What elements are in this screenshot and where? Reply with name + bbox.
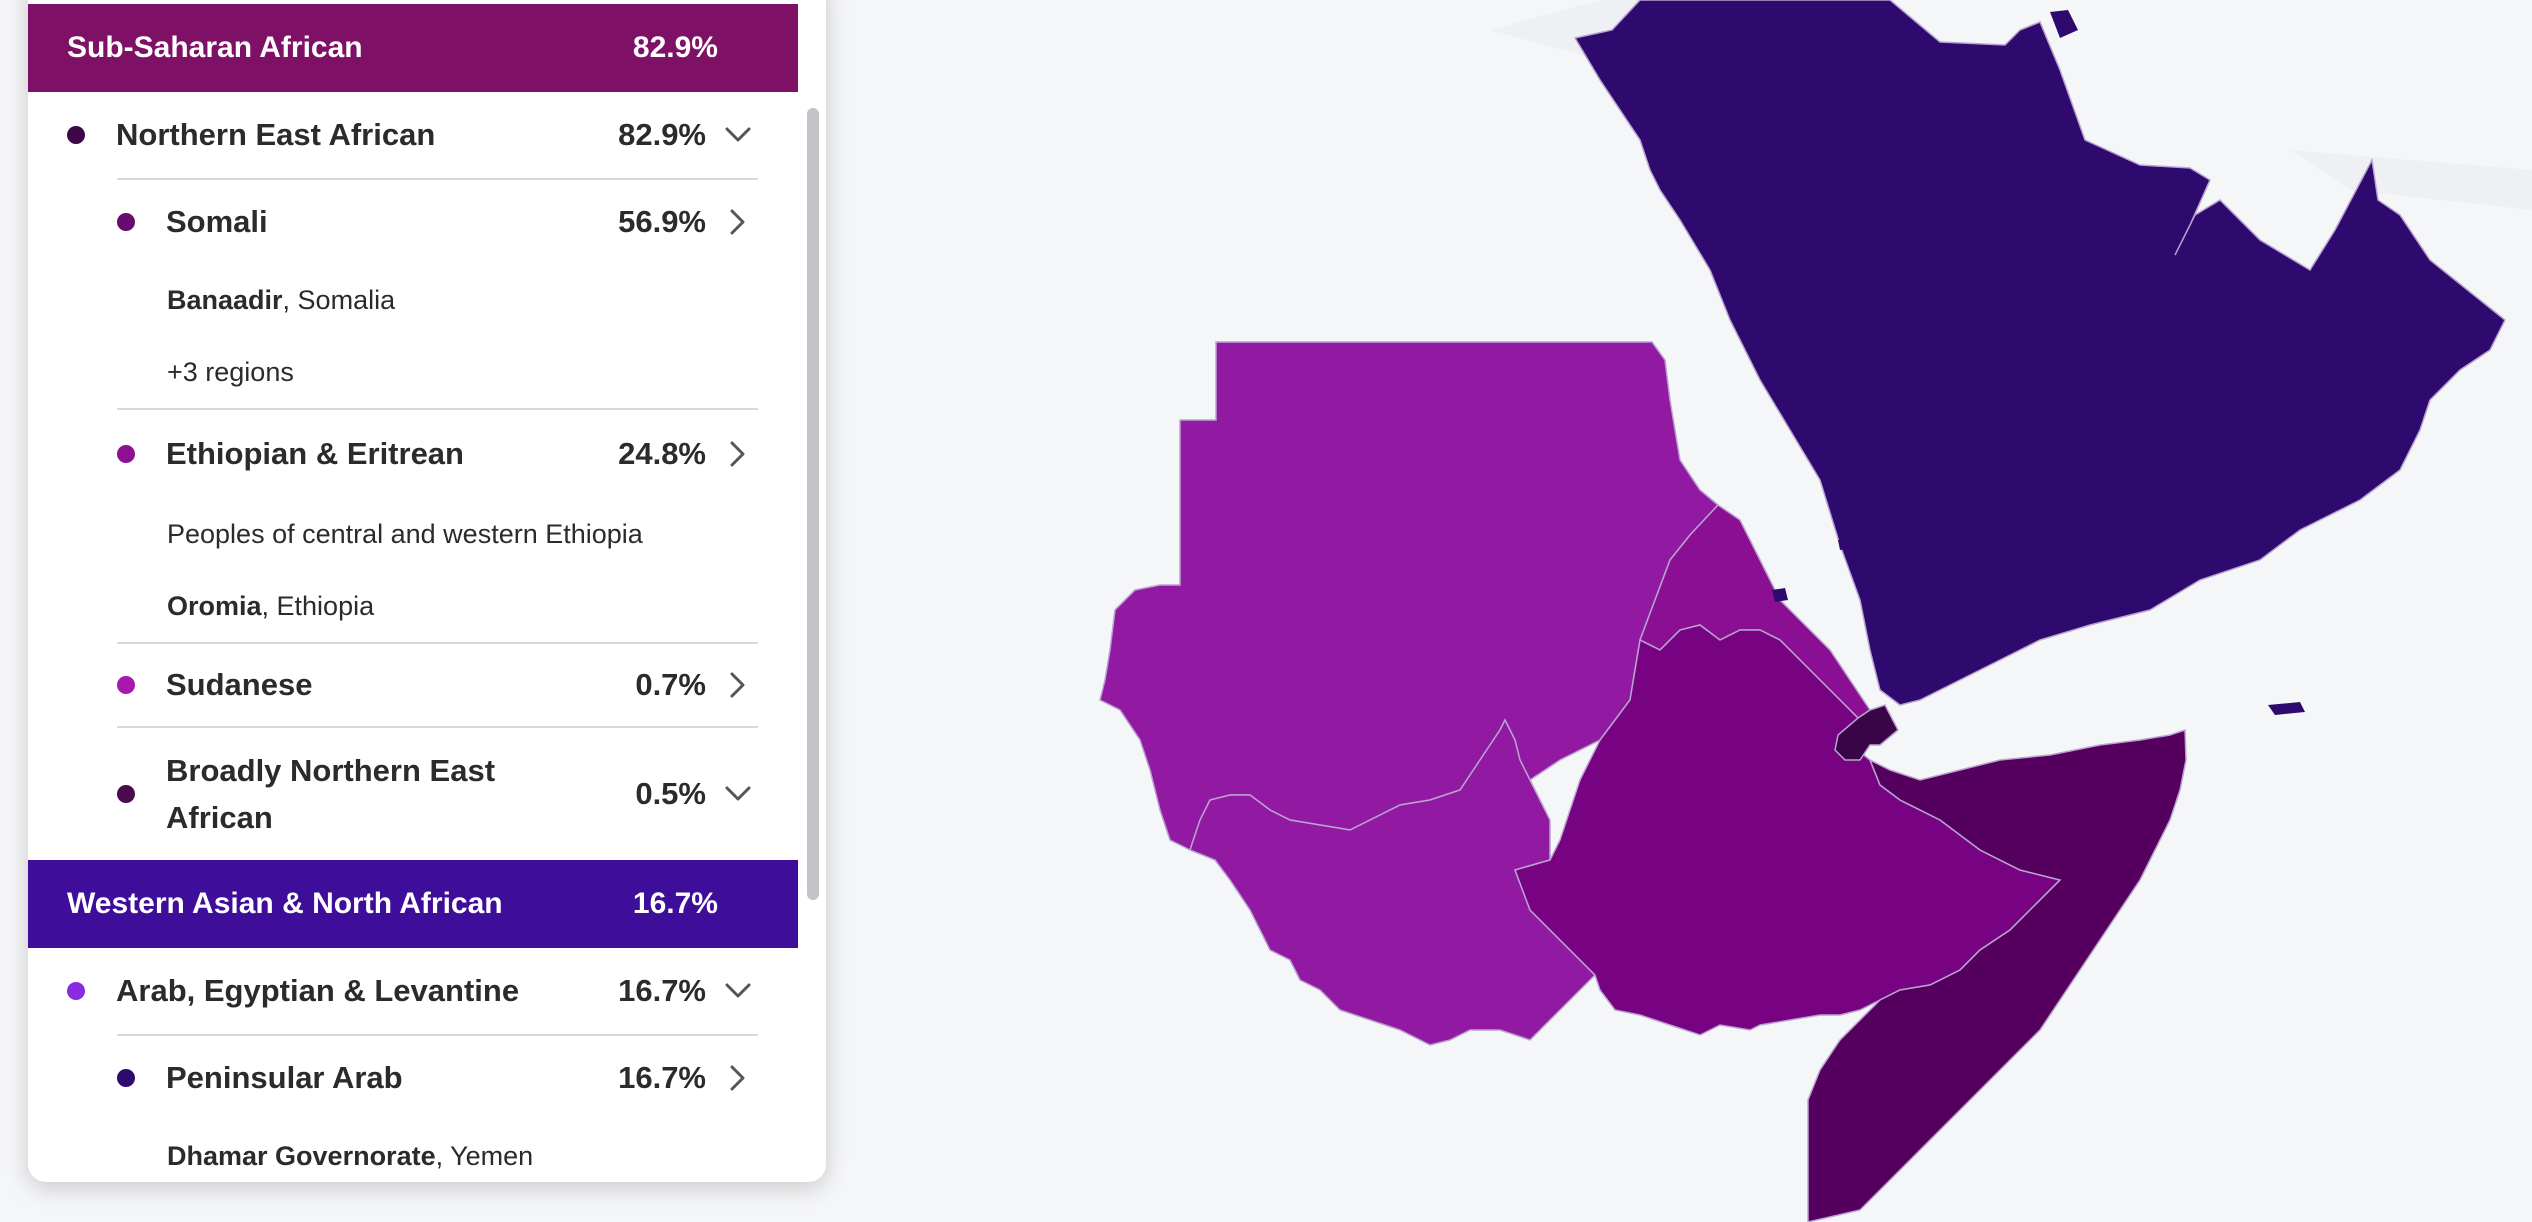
divider <box>117 642 758 644</box>
color-dot <box>67 982 85 1000</box>
chevron-right-icon[interactable] <box>718 434 758 474</box>
section-title: Sub-Saharan African <box>67 31 363 64</box>
chevron-right-icon[interactable] <box>718 665 758 705</box>
group-label: Arab, Egyptian & Levantine <box>116 973 520 1008</box>
population-percent: 0.5% <box>635 776 706 811</box>
color-dot <box>117 785 135 803</box>
color-dot <box>117 1069 135 1087</box>
population-label: Sudanese <box>166 667 313 702</box>
more-regions-link[interactable]: +3 regions <box>28 336 798 408</box>
section-percent: 82.9% <box>632 31 718 64</box>
map-region-arabian-peninsula[interactable] <box>1573 0 2506 706</box>
population-percent: 56.9% <box>618 204 706 239</box>
color-dot <box>67 126 85 144</box>
color-dot <box>117 213 135 231</box>
population-row-somali[interactable]: Somali 56.9% <box>28 180 798 264</box>
ancestry-breakdown-panel[interactable]: Sub-Saharan African 82.9% Northern East … <box>28 0 826 1182</box>
map-island <box>2268 702 2305 715</box>
region-name: Dhamar Governorate <box>167 1140 436 1171</box>
color-dot <box>117 676 135 694</box>
population-note-text: Peoples of central and western Ethiopia <box>167 518 643 549</box>
divider <box>117 726 758 728</box>
population-row-sudanese[interactable]: Sudanese 0.7% <box>28 644 798 726</box>
region-country: , Somalia <box>282 284 396 315</box>
group-percent: 82.9% <box>618 117 706 152</box>
region-name: Banaadir <box>167 284 283 315</box>
chevron-down-icon[interactable] <box>718 774 758 814</box>
population-row-ethiopian-eritrean[interactable]: Ethiopian & Eritrean 24.8% <box>28 410 798 498</box>
divider <box>117 178 758 180</box>
population-label: Peninsular Arab <box>166 1060 403 1095</box>
population-row-broadly-northern-east-african[interactable]: Broadly Northern East African 0.5% <box>28 728 798 860</box>
more-regions-text: +3 regions <box>167 356 294 387</box>
group-label: Northern East African <box>116 117 436 152</box>
region-detail: Oromia, Ethiopia <box>28 570 798 642</box>
section-percent: 16.7% <box>632 887 718 920</box>
scrollbar-thumb[interactable] <box>807 108 819 900</box>
group-percent: 16.7% <box>618 973 706 1008</box>
region-detail: Banaadir, Somalia <box>28 264 798 336</box>
population-percent: 0.7% <box>635 667 706 702</box>
population-percent: 24.8% <box>618 436 706 471</box>
group-row-arab-egyptian-levantine[interactable]: Arab, Egyptian & Levantine 16.7% <box>28 948 798 1034</box>
population-label-line: Broadly Northern East <box>166 753 496 788</box>
population-row-peninsular-arab[interactable]: Peninsular Arab 16.7% <box>28 1036 798 1120</box>
divider <box>117 408 758 410</box>
region-name: Oromia <box>167 590 262 621</box>
chevron-down-icon[interactable] <box>718 971 758 1011</box>
population-percent: 16.7% <box>618 1060 706 1095</box>
map-region-arabian-peninsula[interactable] <box>2050 10 2078 38</box>
map-island <box>1838 538 1850 550</box>
chevron-down-icon[interactable] <box>718 115 758 155</box>
color-dot <box>117 445 135 463</box>
section-header-sub-saharan-african[interactable]: Sub-Saharan African 82.9% <box>28 4 798 92</box>
chevron-right-icon[interactable] <box>718 202 758 242</box>
region-detail: Dhamar Governorate, Yemen <box>28 1120 798 1182</box>
map-region-somalia[interactable] <box>1807 728 2187 1222</box>
divider <box>117 1034 758 1036</box>
population-label: Somali <box>166 204 268 239</box>
population-label-line: African <box>166 800 273 835</box>
chevron-right-icon[interactable] <box>718 1058 758 1098</box>
region-country: , Yemen <box>435 1140 534 1171</box>
map-land-background <box>2290 150 2532 210</box>
section-header-western-asian-north-african[interactable]: Western Asian & North African 16.7% <box>28 860 798 948</box>
map-island <box>1772 588 1788 602</box>
population-label: Broadly Northern East African <box>166 747 576 841</box>
population-label: Ethiopian & Eritrean <box>166 436 464 471</box>
section-title: Western Asian & North African <box>67 887 503 920</box>
map-region-djibouti[interactable] <box>1834 704 1899 761</box>
region-country: , Ethiopia <box>261 590 375 621</box>
population-note: Peoples of central and western Ethiopia <box>28 498 798 570</box>
group-row-northern-east-african[interactable]: Northern East African 82.9% <box>28 92 798 178</box>
